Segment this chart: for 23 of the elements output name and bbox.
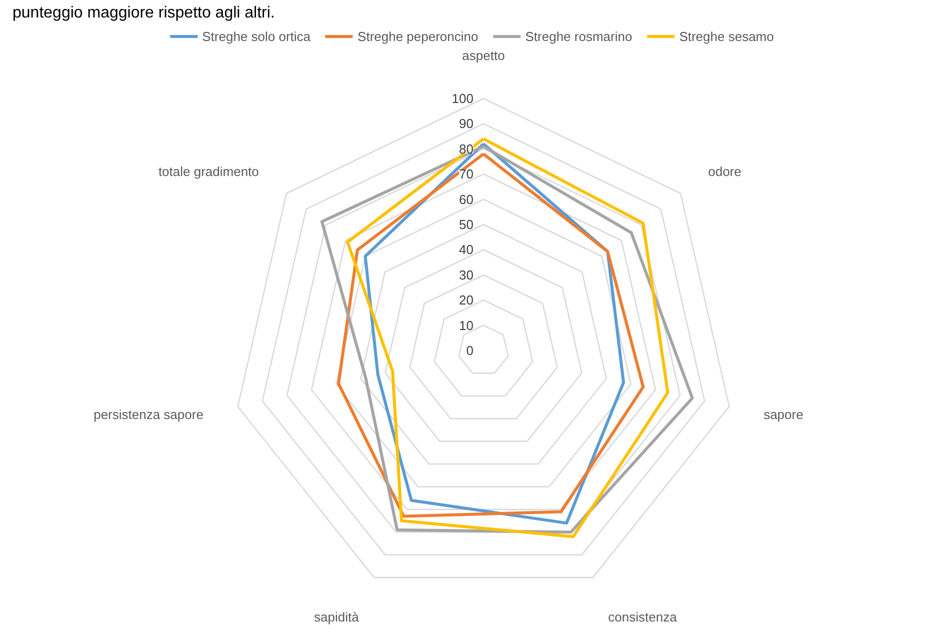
spoke-label: aspetto [462, 48, 505, 64]
spoke-label: consistenza [608, 609, 678, 624]
y-tick-label: 100 [452, 91, 474, 106]
text: punteggio maggiore rispetto agli altri. [12, 4, 275, 22]
y-tick-label: 50 [458, 217, 474, 232]
y-tick-label: 0 [466, 343, 474, 358]
spoke-label: totale gradimento [158, 164, 259, 179]
y-tick-label: 40 [458, 242, 474, 258]
legend-label: Streghe rosmarino [525, 28, 632, 44]
spoke-label: sapore [764, 406, 804, 422]
y-tick-label: 70 [458, 166, 474, 182]
y-tick-label: 80 [458, 141, 474, 156]
spoke-label: sapidità [314, 609, 360, 624]
legend-label: Streghe sesamo [679, 28, 774, 44]
y-tick-label: 60 [458, 192, 474, 207]
y-tick-label: 90 [458, 116, 474, 132]
y-tick-label: 30 [458, 267, 474, 282]
spoke-label: odore [708, 164, 742, 179]
y-tick-label: 10 [458, 318, 474, 333]
spoke-label: persistenza sapore [94, 406, 204, 422]
legend-label: Streghe solo ortica [202, 28, 311, 44]
y-tick-label: 20 [458, 292, 474, 308]
legend-label: Streghe peperoncino [358, 28, 478, 44]
